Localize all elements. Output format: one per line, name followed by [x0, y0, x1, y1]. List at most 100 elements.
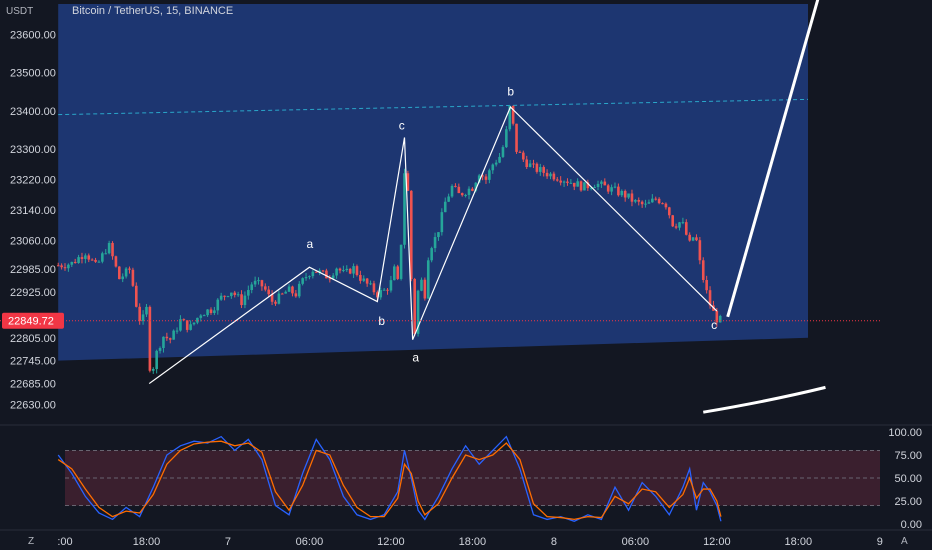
- candle-body: [647, 202, 651, 204]
- candle-body: [56, 265, 60, 267]
- candle-body: [63, 267, 67, 269]
- price-tick-label: 22630.00: [10, 400, 56, 412]
- candle-body: [505, 129, 508, 148]
- price-axis[interactable]: 23600.00 23500.00 23400.00 23300.00 23220.00…: [10, 30, 56, 412]
- candle-body: [657, 198, 661, 204]
- candle-body: [528, 163, 532, 168]
- candle-body: [141, 314, 145, 321]
- candle-body: [413, 279, 416, 334]
- candle-body: [165, 336, 169, 339]
- candle-body: [477, 175, 481, 183]
- time-tick-label: 18:00: [785, 536, 813, 548]
- candle-body: [372, 283, 376, 293]
- candle-body: [627, 193, 630, 198]
- candle-body: [365, 278, 369, 284]
- candle-body: [352, 266, 355, 274]
- price-tick-label: 23300.00: [10, 144, 56, 156]
- candle-body: [196, 317, 199, 323]
- candle-body: [409, 190, 413, 280]
- candle-body: [644, 203, 647, 205]
- candle-body: [705, 279, 708, 291]
- time-tick-label: 06:00: [622, 536, 650, 548]
- candle-body: [121, 276, 125, 280]
- candles: [56, 105, 722, 374]
- candle-body: [678, 222, 681, 228]
- candle-body: [664, 203, 668, 208]
- candle-body: [623, 190, 627, 198]
- candle-body: [243, 295, 247, 306]
- channel-fill: [58, 4, 808, 361]
- candle-body: [94, 259, 97, 262]
- projection-curve[interactable]: [703, 385, 826, 414]
- candle-body: [87, 255, 91, 260]
- candle-body: [600, 181, 603, 184]
- time-axis[interactable]: :00 18:00 7 06:00 12:00 18:00 8 06:00 12:00 18:00…: [57, 536, 883, 548]
- wave-pattern-line[interactable]: [148, 105, 718, 385]
- time-tick-label: 06:00: [296, 536, 324, 548]
- candle-body: [576, 181, 579, 187]
- candle-body: [396, 266, 400, 279]
- candle-body: [684, 222, 688, 235]
- candle-body: [433, 237, 437, 249]
- candle-body: [403, 173, 406, 245]
- candle-body: [308, 276, 311, 278]
- candle-body: [318, 270, 321, 273]
- candle-body: [542, 167, 545, 173]
- candle-body: [236, 294, 240, 296]
- candle-body: [661, 203, 664, 205]
- candle-body: [559, 180, 562, 183]
- candle-body: [97, 261, 101, 263]
- candle-body: [185, 320, 189, 330]
- oscillator-tick-label: 0.00: [901, 519, 922, 531]
- time-tick-label: 18:00: [459, 536, 487, 548]
- candle-body: [145, 306, 148, 315]
- candle-body: [484, 176, 488, 180]
- candle-body: [331, 275, 335, 279]
- stochastic-pane[interactable]: [57, 435, 880, 522]
- projection-line[interactable]: [726, 0, 820, 318]
- candle-body: [67, 264, 70, 269]
- candle-body: [671, 215, 675, 227]
- candle-body: [277, 293, 281, 304]
- candle-body: [148, 306, 152, 371]
- candle-body: [189, 324, 192, 330]
- candle-body: [257, 280, 260, 282]
- timezone-z-icon[interactable]: Z: [28, 536, 34, 547]
- candle-body: [386, 289, 389, 291]
- candle-body: [515, 123, 518, 152]
- candle-body: [406, 173, 410, 191]
- candle-body: [155, 350, 158, 370]
- candle-body: [355, 266, 359, 275]
- candle-body: [423, 279, 427, 299]
- candle-body: [674, 226, 678, 228]
- candle-body: [376, 292, 379, 298]
- candle-body: [359, 274, 362, 281]
- candle-body: [247, 290, 250, 296]
- wave-label: c: [399, 119, 405, 133]
- candle-body: [175, 330, 179, 332]
- price-tick-label: 22685.00: [10, 379, 56, 391]
- candle-body: [525, 159, 529, 168]
- candle-body: [555, 179, 559, 181]
- candle-body: [715, 310, 719, 323]
- candle-body: [620, 190, 624, 196]
- candle-body: [579, 181, 583, 191]
- auto-scale-icon[interactable]: A: [901, 536, 908, 547]
- last-price-badge: [2, 312, 64, 329]
- price-tick-label: 22745.00: [10, 356, 56, 368]
- oscillator-band-lines: [65, 449, 880, 507]
- last-price-tag: 22849.72: [2, 312, 64, 329]
- candle-body: [498, 156, 501, 163]
- candle-body: [454, 185, 457, 187]
- dashed-trendline[interactable]: [58, 98, 809, 116]
- symbol-title[interactable]: Bitcoin / TetherUS, 15, BINANCE: [72, 5, 233, 17]
- oscillator-axis[interactable]: 100.00 75.00 50.00 25.00 0.00: [888, 427, 922, 531]
- candle-body: [399, 244, 403, 279]
- candle-body: [342, 270, 345, 272]
- candle-body: [589, 187, 593, 189]
- candle-body: [114, 256, 118, 267]
- candle-body: [362, 278, 366, 281]
- candle-body: [250, 284, 254, 291]
